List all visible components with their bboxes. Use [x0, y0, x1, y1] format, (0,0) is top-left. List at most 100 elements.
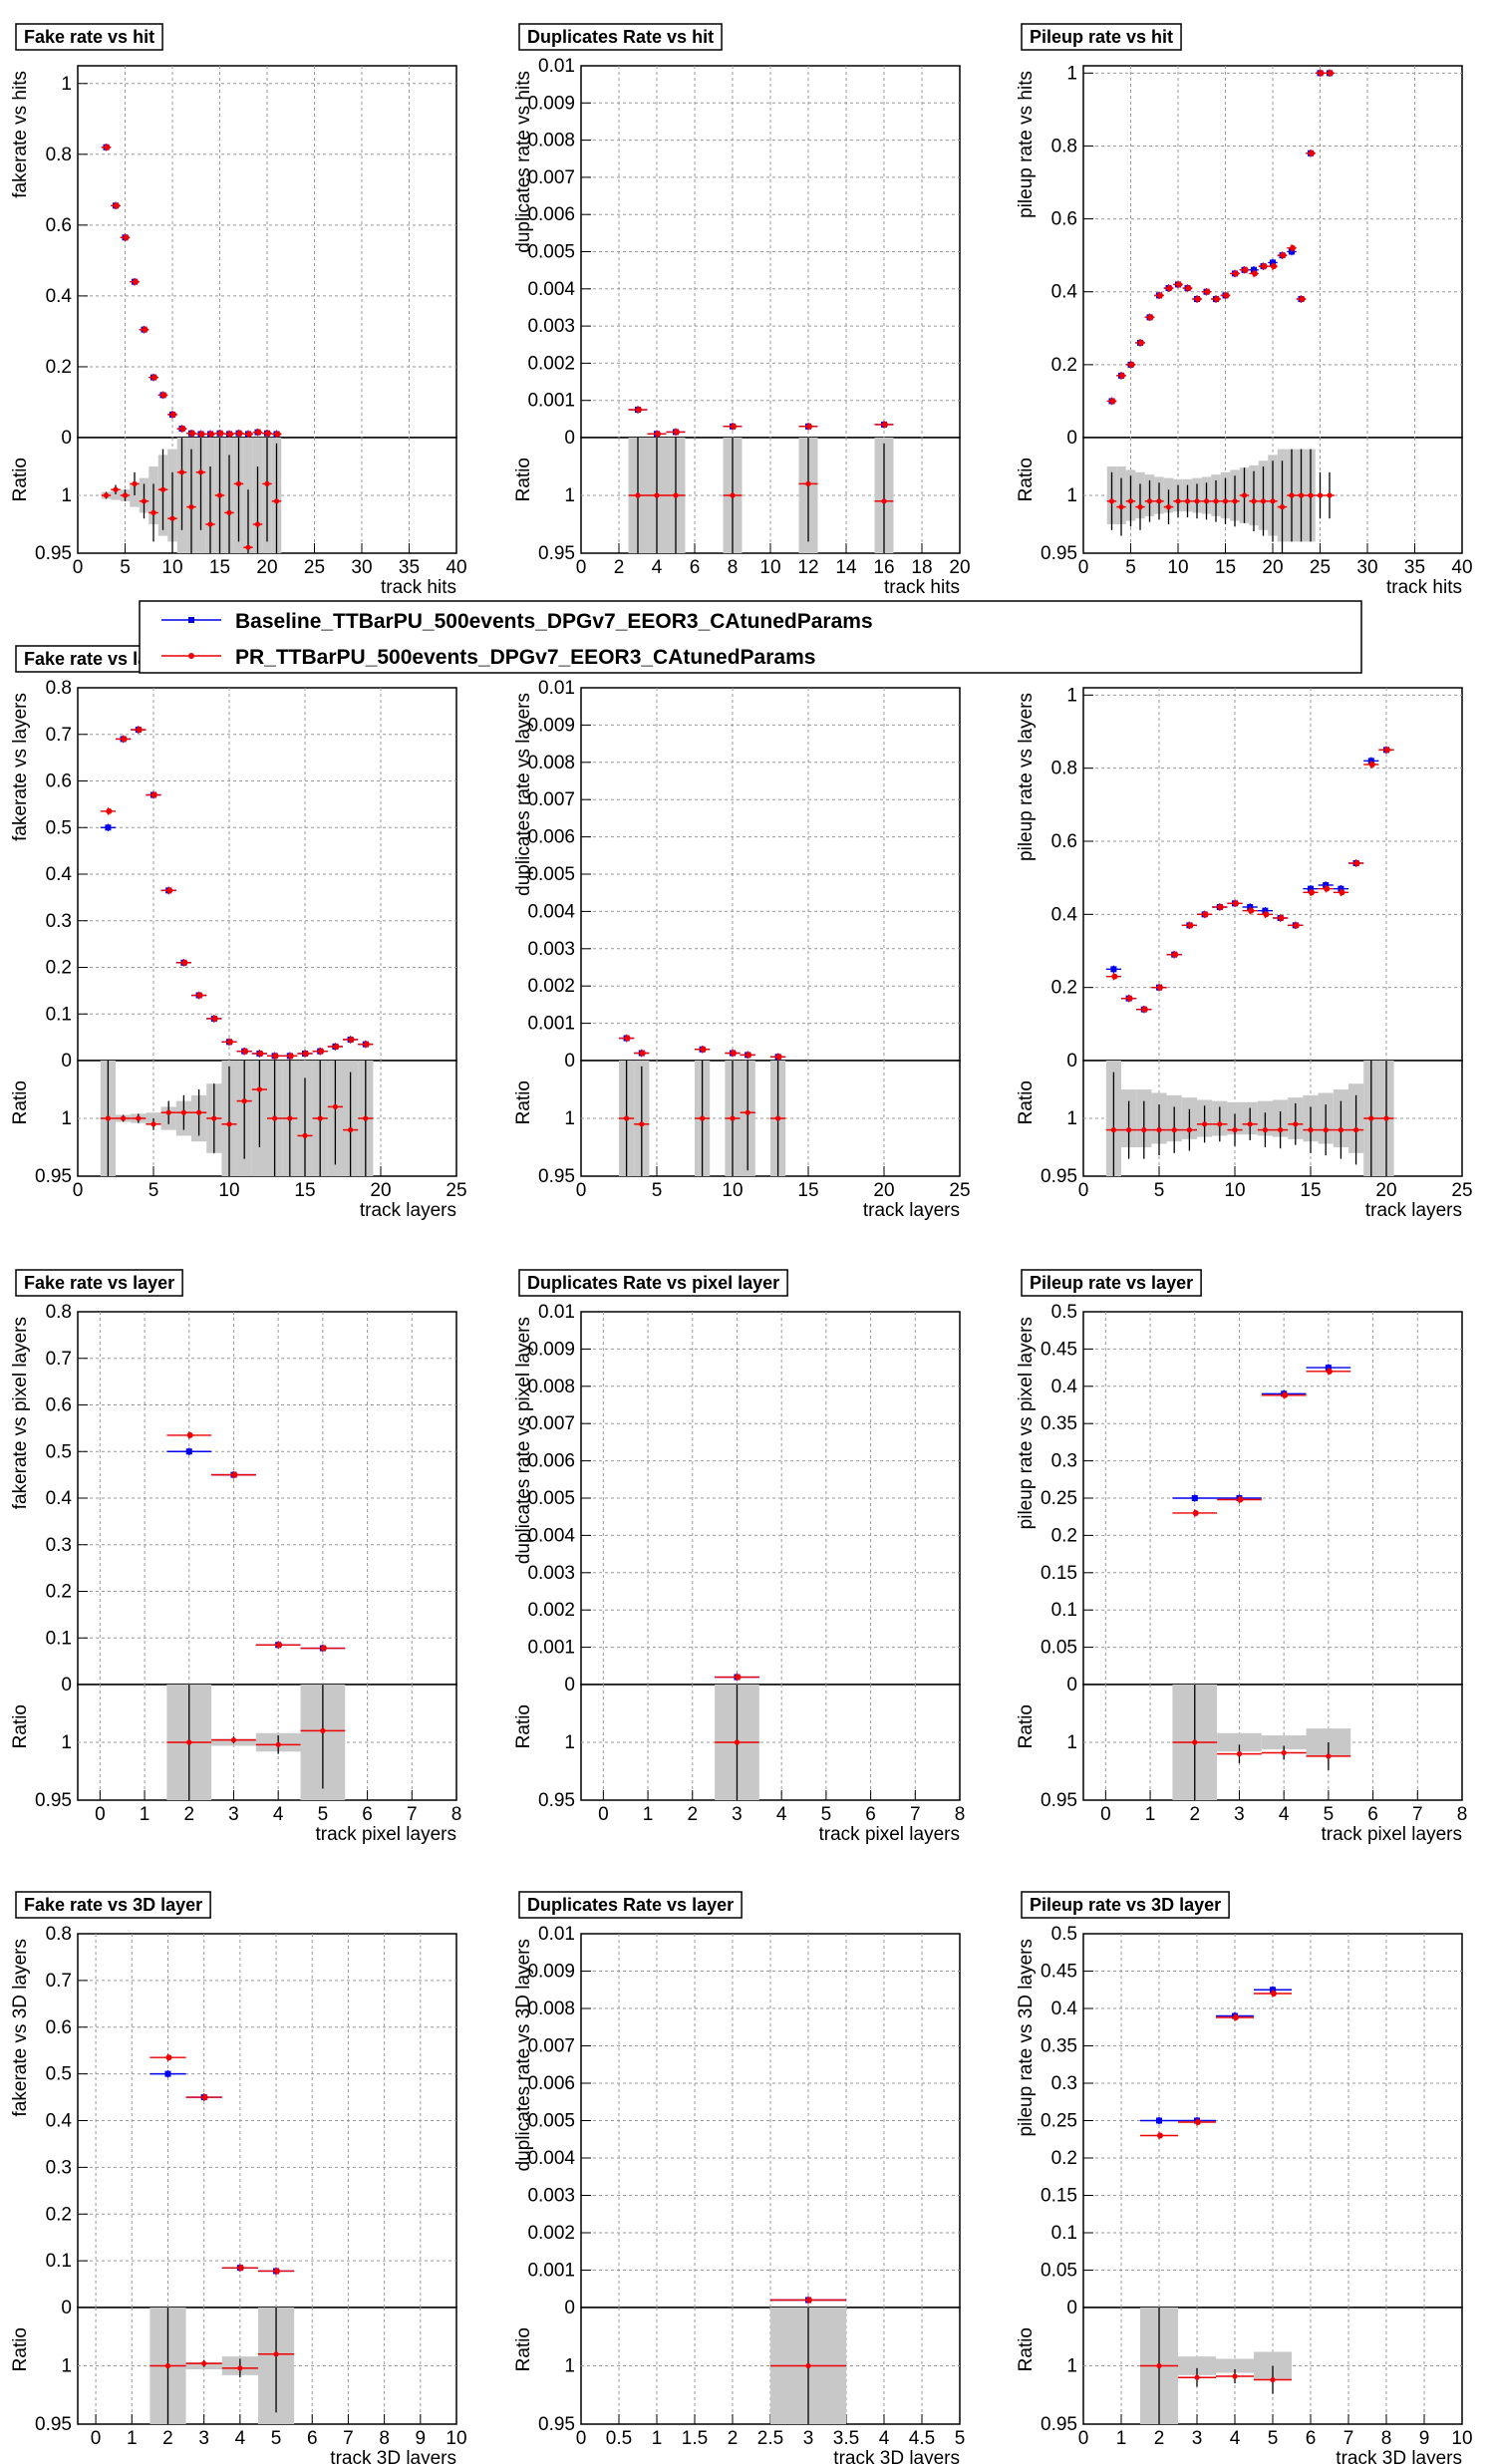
- main-plot-frame: [580, 1311, 961, 1686]
- chart-panel-6: 0 5 10 15 20 25 0 0.2 0.4 0.6 0.8 1 0.95 1 track layer…: [1016, 645, 1473, 1221]
- ratio-tick-label: 1: [61, 1732, 72, 1753]
- y-tick-label: 0.004: [527, 1525, 575, 1546]
- ratio-point: [132, 480, 138, 486]
- y-tick-label: 0.003: [527, 1563, 575, 1584]
- y-tick-label: 0.8: [1051, 759, 1077, 779]
- x-tick-label: 15: [1215, 557, 1236, 578]
- pr-point: [237, 2265, 244, 2272]
- pr-point: [731, 1050, 737, 1057]
- ratio-point: [141, 498, 148, 504]
- ratio-point: [1156, 1127, 1162, 1133]
- x-tick-label: 3: [732, 1804, 743, 1825]
- x-tick-label: 25: [1451, 1180, 1472, 1201]
- ratio-point: [165, 1109, 171, 1115]
- y-tick-label: 0.008: [527, 131, 575, 152]
- x-tick-label: 20: [370, 1180, 391, 1201]
- pr-point: [1271, 263, 1277, 270]
- x-tick-label: 2: [183, 1804, 194, 1825]
- pr-point: [114, 202, 120, 209]
- y-tick-label: 0.003: [527, 316, 575, 337]
- pr-point: [255, 429, 262, 436]
- ratio-axis-title: Ratio: [513, 1704, 534, 1748]
- ratio-tick-label: 0.95: [35, 2414, 72, 2435]
- y-tick-label: 0.006: [527, 827, 575, 848]
- ratio-point: [103, 492, 110, 498]
- y-tick-label: 0.009: [527, 1339, 575, 1360]
- pr-point: [165, 2054, 172, 2061]
- x-tick-label: 1.5: [682, 2428, 708, 2449]
- pr-point: [639, 1050, 646, 1057]
- x-axis-title: track 3D layers: [833, 2448, 960, 2464]
- y-tick-label: 0.5: [46, 1441, 72, 1462]
- x-tick-label: 10: [1224, 1180, 1245, 1201]
- chart-title: Pileup rate vs layer: [1030, 1273, 1193, 1293]
- ratio-point: [1146, 498, 1153, 504]
- ratio-error-band: [1216, 2358, 1254, 2373]
- ratio-point: [745, 1109, 750, 1115]
- ratio-point: [881, 498, 887, 504]
- pr-point: [1204, 288, 1211, 295]
- chart-title: Pileup rate vs hit: [1030, 27, 1173, 47]
- ratio-point: [1222, 498, 1229, 504]
- y-tick-label: 0.5: [1051, 1302, 1077, 1323]
- x-axis-title: track pixel layers: [1322, 1824, 1463, 1845]
- ratio-axis-title: Ratio: [1016, 1704, 1037, 1748]
- title-box: [1021, 23, 1182, 51]
- ratio-point: [1236, 1751, 1243, 1757]
- ratio-point: [700, 1115, 706, 1121]
- pr-point: [217, 430, 224, 437]
- pr-point: [1278, 915, 1285, 921]
- pr-point: [1157, 292, 1163, 299]
- pr-point: [1248, 907, 1255, 914]
- y-tick-label: 0.1: [46, 2251, 72, 2272]
- x-tick-label: 10: [446, 2428, 466, 2449]
- ratio-tick-label: 0.95: [35, 1790, 72, 1811]
- y-tick-label: 0.4: [46, 2111, 73, 2132]
- x-axis-title: track 3D layers: [1336, 2448, 1462, 2464]
- x-tick-label: 2: [1154, 2428, 1165, 2449]
- x-tick-label: 5: [1268, 2428, 1279, 2449]
- pr-point: [227, 431, 233, 438]
- y-tick-label: 0.002: [527, 353, 575, 374]
- y-tick-label: 0: [564, 2298, 575, 2318]
- baseline-point: [164, 2070, 171, 2077]
- ratio-tick-label: 0.95: [35, 543, 72, 564]
- ratio-point: [1156, 498, 1162, 504]
- ratio-point: [1127, 498, 1134, 504]
- pr-point: [179, 426, 186, 433]
- x-tick-label: 20: [873, 1180, 894, 1201]
- y-axis-title: fakerate vs pixel layers: [10, 1317, 31, 1509]
- ratio-point: [254, 521, 261, 527]
- ratio-point: [235, 480, 242, 486]
- baseline-point: [185, 1448, 192, 1455]
- ratio-error-band: [1217, 1732, 1262, 1752]
- x-tick-label: 4: [1230, 2428, 1241, 2449]
- ratio-axis-title: Ratio: [513, 458, 534, 501]
- x-tick-label: 8: [1457, 1804, 1468, 1825]
- pr-point: [333, 1043, 340, 1050]
- pr-point: [151, 374, 157, 381]
- pr-point: [1185, 285, 1192, 292]
- pr-point: [1119, 372, 1125, 379]
- ratio-point: [1308, 1127, 1314, 1133]
- ratio-point: [1278, 1127, 1284, 1133]
- y-tick-label: 0.009: [527, 1962, 575, 1983]
- x-tick-label: 2: [614, 557, 625, 578]
- x-tick-label: 3.5: [833, 2428, 859, 2449]
- x-tick-label: 4: [273, 1804, 284, 1825]
- y-tick-label: 0: [564, 1051, 575, 1072]
- y-tick-label: 0.4: [46, 286, 73, 307]
- x-tick-label: 4: [1279, 1804, 1290, 1825]
- pr-point: [1147, 314, 1154, 321]
- pr-point: [775, 1054, 782, 1061]
- ratio-point: [186, 1739, 192, 1745]
- chart-panel-7: 0 1 2 3 4 5 6 7 8 0 0.1 0.2 0.3 0.4 0.5 0.6 0.7 0.8 0.95 1 t…: [10, 1269, 461, 1845]
- pr-point: [1172, 951, 1179, 958]
- legend-box: [139, 600, 1362, 674]
- ratio-point: [256, 1086, 262, 1092]
- ratio-tick-label: 1: [564, 2356, 575, 2377]
- main-plot-frame: [1082, 687, 1463, 1062]
- ratio-point: [1141, 1127, 1147, 1133]
- y-tick-label: 0.4: [46, 1488, 73, 1509]
- y-tick-label: 0.007: [527, 1413, 575, 1434]
